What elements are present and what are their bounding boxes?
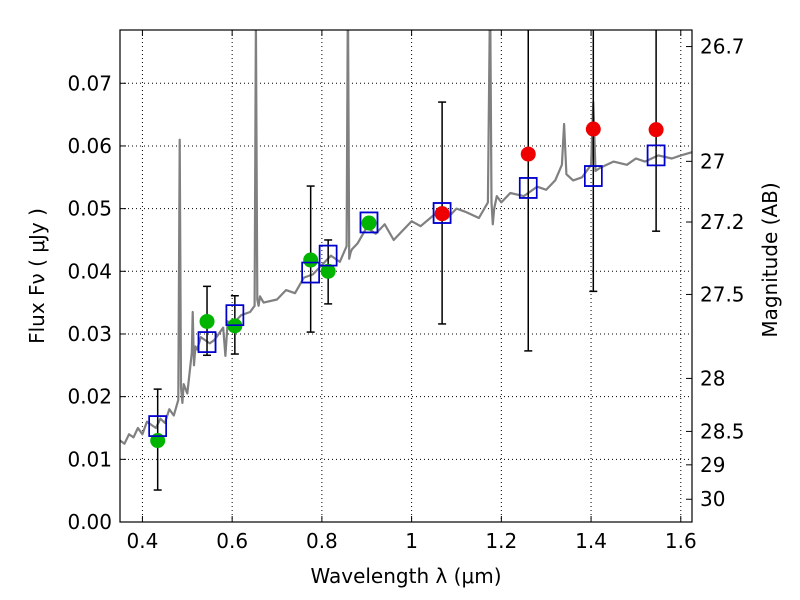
green-point-5 (361, 215, 377, 231)
x-tick-label-1: 0.6 (216, 529, 248, 553)
mag-tick-label-2: 27.2 (700, 210, 745, 234)
y-tick-label-4: 0.04 (67, 259, 112, 283)
y-tick-label-5: 0.05 (67, 197, 112, 221)
y-tick-label-3: 0.03 (67, 322, 112, 346)
model-square-outline-1 (197, 331, 217, 353)
mag-tick-label-4: 28 (700, 366, 725, 390)
model-square-outline-9 (646, 144, 666, 167)
mag-tick-label-0: 26.7 (700, 35, 745, 59)
y-tick-label-7: 0.07 (67, 71, 112, 95)
red-point-3 (648, 122, 664, 138)
model-square-outline-6 (432, 202, 452, 224)
green-point-0 (150, 433, 166, 449)
model-square-outline-7 (518, 177, 538, 199)
y-tick-label-0: 0.00 (67, 510, 112, 534)
red-point-2 (585, 121, 601, 137)
x-tick-label-5: 1.4 (575, 529, 607, 553)
model-square-outline-8 (584, 165, 603, 187)
errorbar-layer (153, 30, 661, 491)
plot-frame (119, 29, 693, 523)
grid (120, 30, 692, 523)
green-point-4 (320, 263, 336, 279)
red-point-1 (520, 146, 536, 162)
model-square-outline-5 (359, 211, 379, 234)
marker-layer (148, 121, 666, 449)
red-point-0 (434, 206, 450, 222)
spectrum-layer (120, 30, 692, 445)
y-tick-label-2: 0.02 (67, 385, 112, 409)
y-tick-label-1: 0.01 (67, 447, 112, 471)
x-tick-label-6: 1.6 (665, 529, 697, 553)
y-axis-label: Flux Fν ( μJy ) (25, 208, 49, 344)
model-square-outline-4 (318, 244, 338, 267)
labels-layer: 0.4 0.6 0.8 1 1.2 1.4 1.6 0.00 0.01 0.02 0.03 0.04 0… (25, 35, 782, 588)
green-point-1 (199, 313, 215, 329)
model-square-outline-3 (301, 261, 320, 284)
mag-tick-label-1: 27 (700, 149, 725, 173)
spectrum-line (120, 30, 692, 445)
axes-layer (119, 29, 693, 523)
green-point-3 (303, 252, 319, 268)
mag-tick-label-6: 29 (700, 453, 725, 477)
mag-tick-label-7: 30 (700, 487, 725, 511)
x-tick-label-4: 1.2 (485, 529, 517, 553)
x-tick-label-2: 0.8 (306, 529, 338, 553)
model-square-outline-2 (225, 304, 245, 326)
model-square-outline-0 (148, 415, 167, 437)
mag-tick-label-5: 28.5 (700, 419, 745, 443)
y2-axis-label: Magnitude (AB) (758, 182, 782, 337)
y-tick-label-6: 0.06 (67, 134, 112, 158)
mag-tick-label-3: 27.5 (700, 282, 745, 306)
x-tick-label-0: 0.4 (127, 529, 159, 553)
x-axis-label: Wavelength λ (μm) (310, 564, 501, 588)
x-tick-label-3: 1 (405, 529, 418, 553)
